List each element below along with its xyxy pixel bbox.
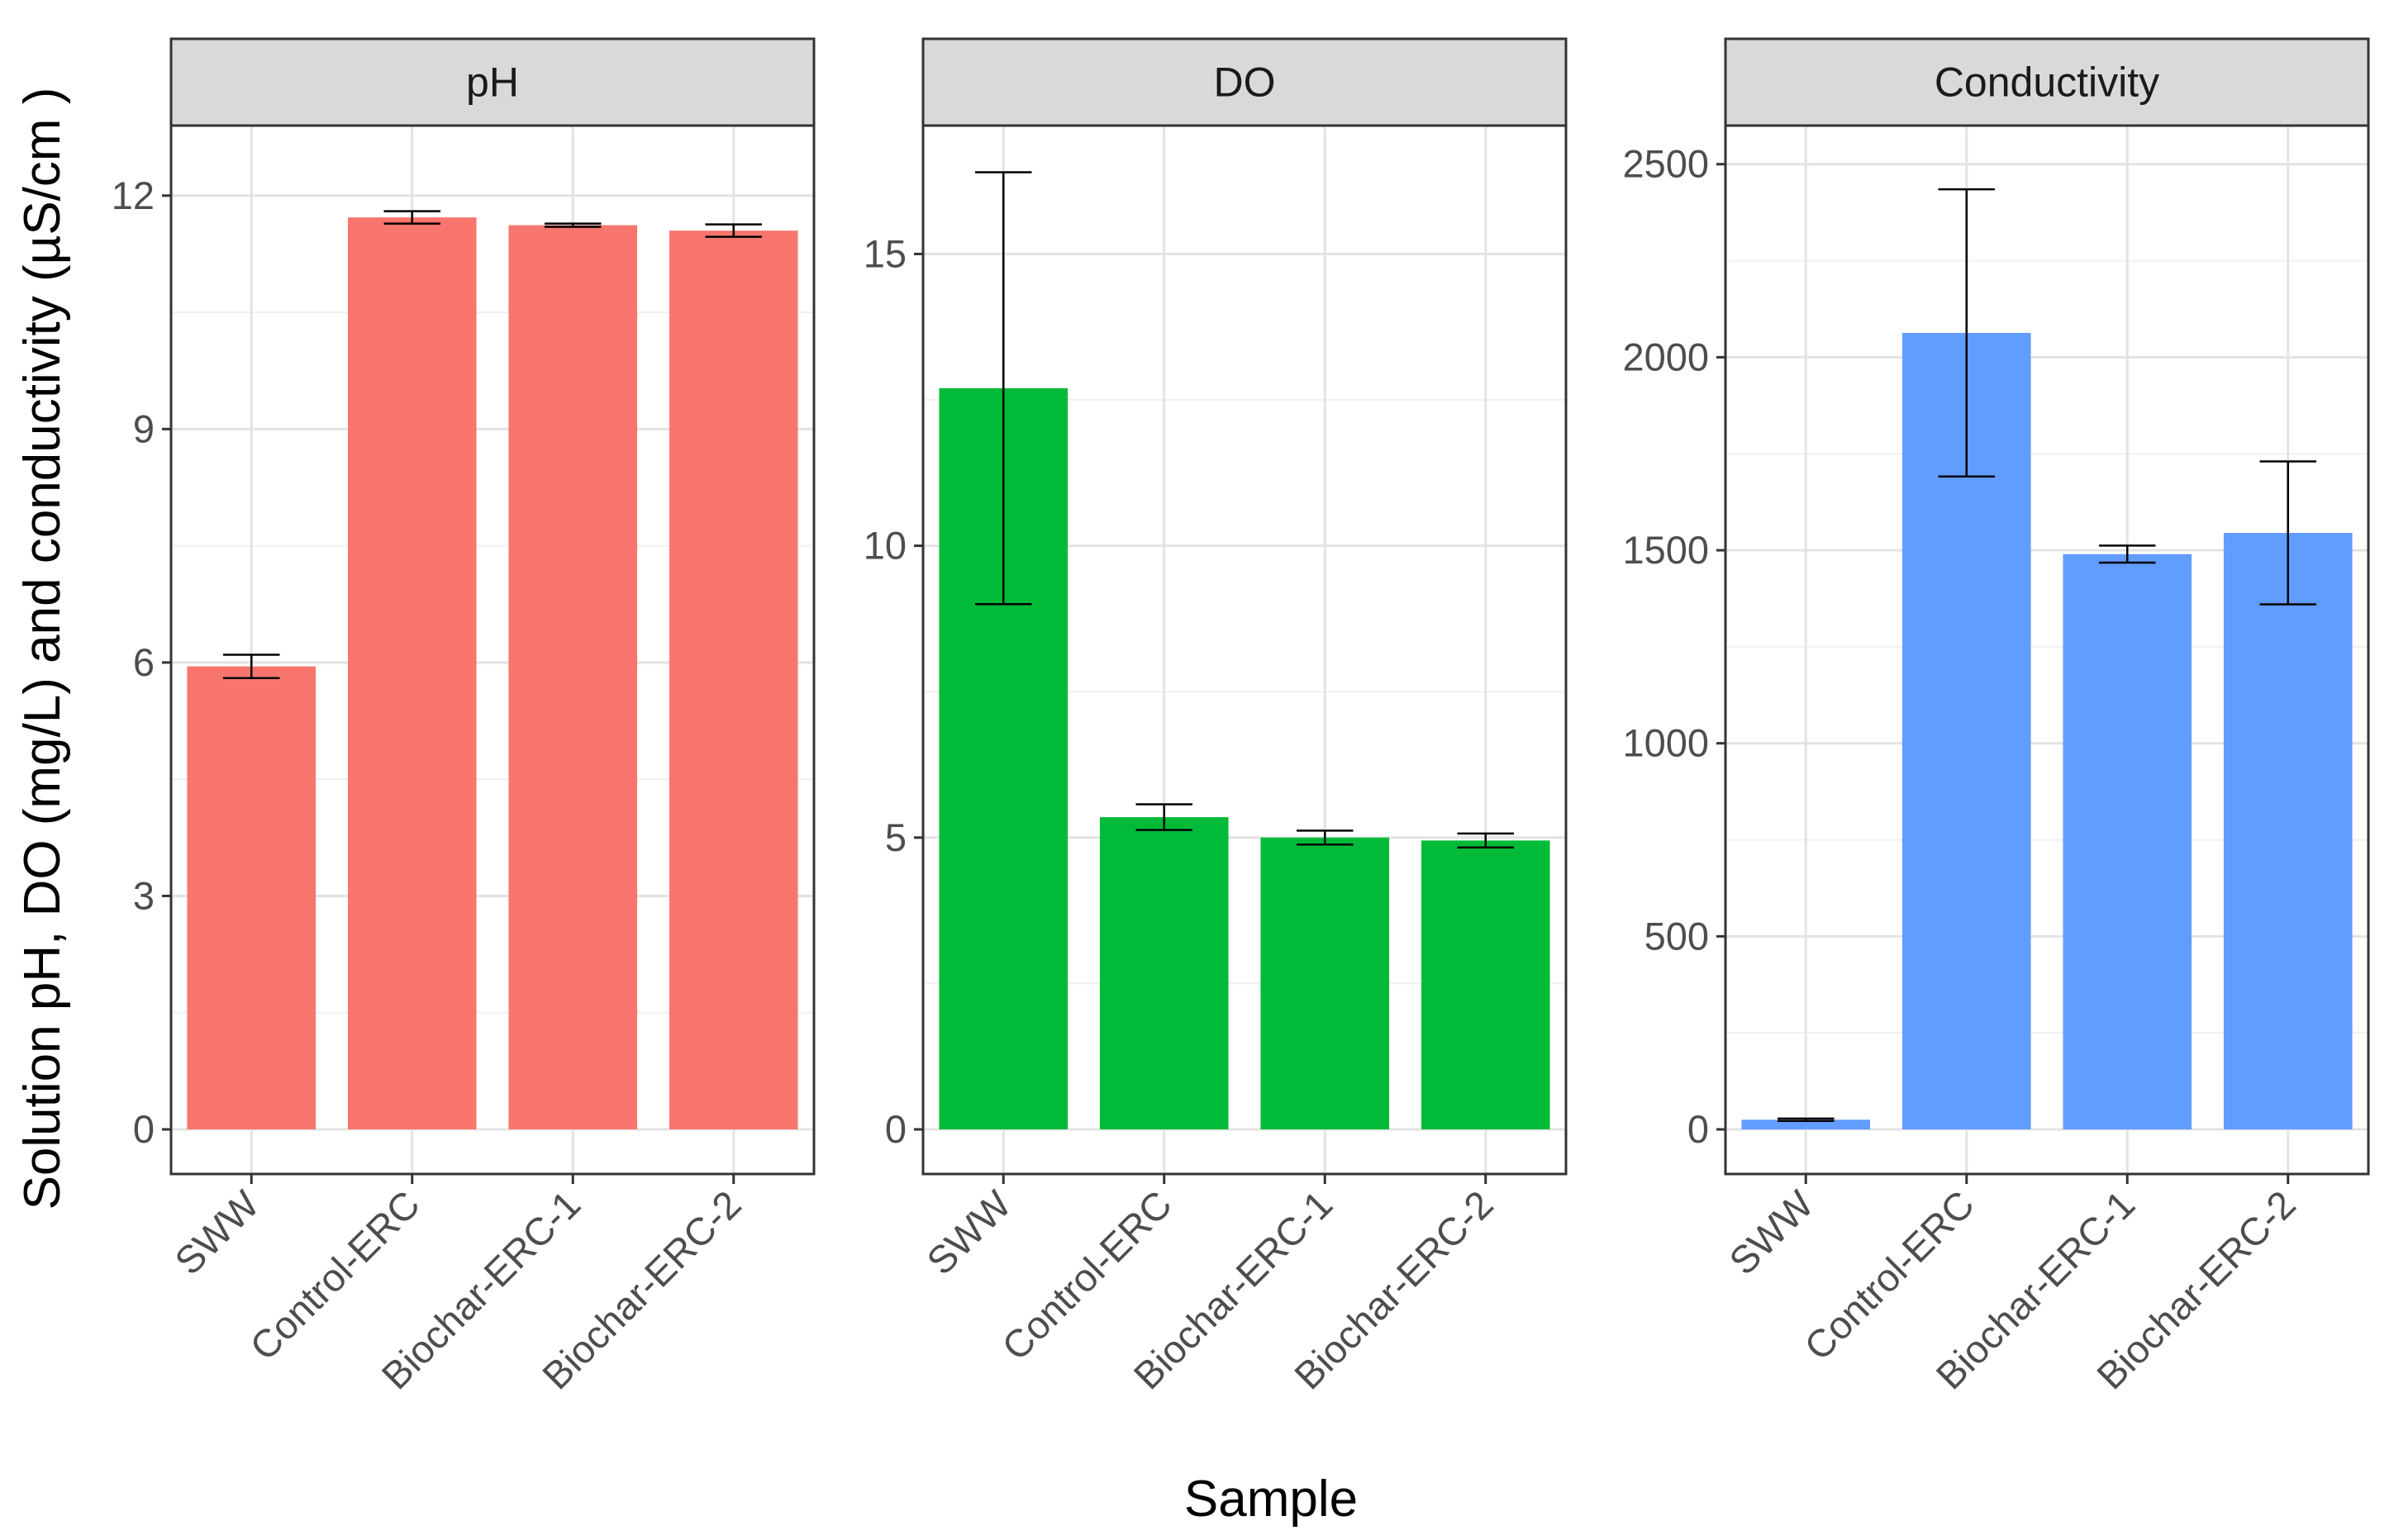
bar-sww <box>1741 1119 1871 1129</box>
y-tick-label: 500 <box>1644 914 1709 958</box>
y-tick-label: 12 <box>112 173 155 217</box>
panel-ph: pH036912SWWControl-ERCBiochar-ERC-1Bioch… <box>112 37 816 1398</box>
bar-biochar-erc-2 <box>669 231 798 1130</box>
x-axis-title: Sample <box>1184 1471 1358 1528</box>
bar-biochar-erc-1 <box>2063 554 2192 1129</box>
strip-title: Conductivity <box>1935 59 2159 106</box>
bar-biochar-erc-1 <box>1260 837 1390 1129</box>
y-tick-label: 0 <box>133 1107 155 1151</box>
bar-biochar-erc-1 <box>508 225 638 1130</box>
y-tick-label: 2500 <box>1622 142 1709 186</box>
y-tick-label: 3 <box>133 873 155 917</box>
x-tick-label: SWW <box>1721 1181 1822 1283</box>
y-axis-title: Solution pH, DO (mg/L) and conductivity … <box>14 88 71 1210</box>
bar-control-erc <box>1099 817 1229 1129</box>
x-tick-label: SWW <box>918 1181 1020 1283</box>
y-tick-label: 0 <box>1687 1107 1709 1151</box>
panel-conductivity: Conductivity05001000150020002500SWWContr… <box>1622 37 2370 1398</box>
strip-background <box>921 37 1568 127</box>
strip-title: pH <box>466 59 519 106</box>
y-tick-label: 10 <box>864 524 907 568</box>
bar-control-erc <box>347 217 477 1129</box>
chart-panels: pH036912SWWControl-ERCBiochar-ERC-1Bioch… <box>112 37 2370 1398</box>
x-tick-label: SWW <box>166 1181 268 1283</box>
y-tick-label: 0 <box>885 1107 907 1151</box>
strip-title: DO <box>1214 59 1276 106</box>
strip-background <box>1724 37 2370 127</box>
panel-do: DO051015SWWControl-ERCBiochar-ERC-1Bioch… <box>864 37 1568 1398</box>
y-tick-label: 2000 <box>1622 335 1709 378</box>
bar-biochar-erc-2 <box>1421 840 1550 1129</box>
y-tick-label: 9 <box>133 406 155 450</box>
y-tick-label: 1500 <box>1622 528 1709 572</box>
y-tick-label: 6 <box>133 640 155 684</box>
y-tick-label: 1000 <box>1622 721 1709 765</box>
y-tick-label: 5 <box>885 815 907 859</box>
bar-biochar-erc-2 <box>2223 533 2353 1129</box>
bar-sww <box>187 666 317 1129</box>
strip-background <box>169 37 816 127</box>
y-tick-label: 15 <box>864 231 907 275</box>
